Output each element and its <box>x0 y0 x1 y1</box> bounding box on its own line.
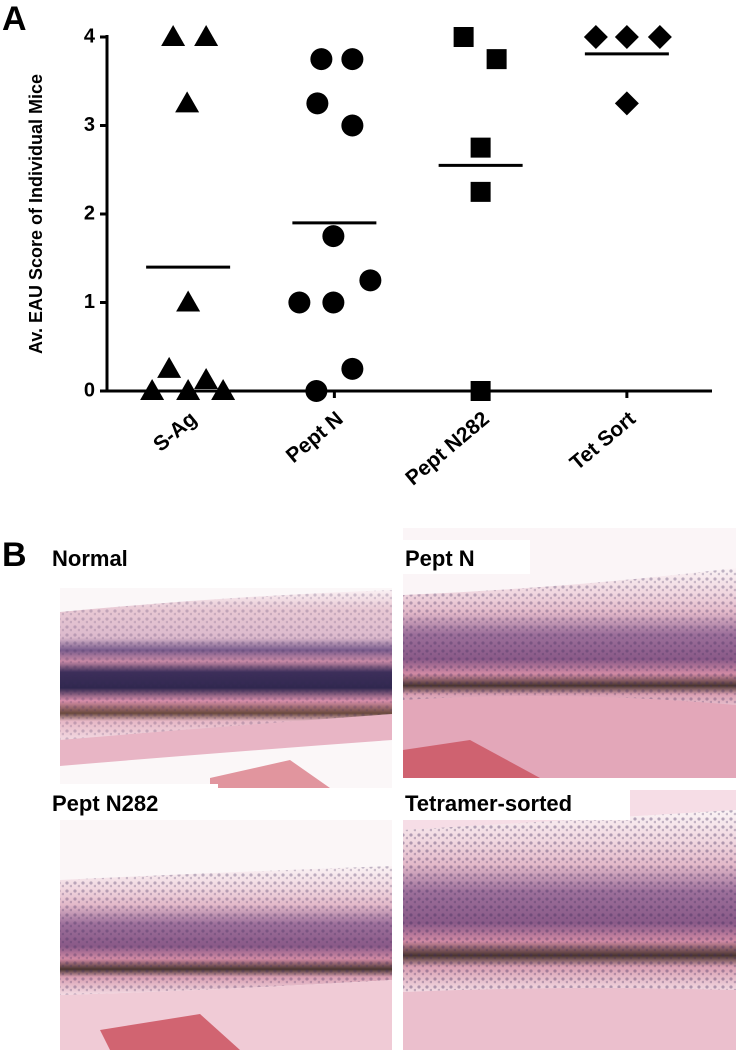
image-label: Pept N <box>405 546 475 571</box>
data-point <box>175 91 200 113</box>
data-point <box>486 49 507 70</box>
data-point <box>194 25 219 46</box>
data-point <box>310 48 333 71</box>
data-point <box>341 357 364 380</box>
plot-area: 0 1 2 3 4 S-Ag Pept N Pept N282 Tet Sort <box>84 25 712 490</box>
y-tick-label: 0 <box>84 379 95 401</box>
x-tick-label: Tet Sort <box>566 407 640 475</box>
data-point <box>161 25 186 46</box>
data-point <box>470 381 491 401</box>
data-point <box>614 91 639 116</box>
data-point <box>306 92 329 115</box>
data-point <box>583 25 608 49</box>
data-point <box>288 291 311 314</box>
data-point <box>305 380 328 402</box>
panel-label: B <box>2 536 27 574</box>
data-point <box>211 379 236 400</box>
x-tick-label: S-Ag <box>149 407 201 456</box>
y-axis-label: Av. EAU Score of Individual Mice <box>26 74 46 354</box>
histology-image <box>60 588 392 788</box>
data-point <box>176 290 201 312</box>
data-point <box>322 291 345 314</box>
data-point <box>194 367 219 389</box>
data-point <box>176 379 201 400</box>
data-point <box>359 269 382 292</box>
data-point <box>647 25 672 49</box>
x-tick-label: Pept N282 <box>401 407 494 490</box>
data-point <box>470 181 491 202</box>
histology-image <box>403 790 736 1050</box>
y-tick-label: 4 <box>84 25 96 47</box>
y-tick-label: 1 <box>84 291 95 313</box>
data-point <box>470 137 491 158</box>
data-point <box>341 48 364 71</box>
histology-image <box>60 820 392 1050</box>
data-point <box>140 379 165 400</box>
data-point <box>157 356 182 378</box>
image-label: Normal <box>52 546 128 571</box>
y-tick-label: 2 <box>84 202 95 224</box>
data-point <box>614 25 639 49</box>
data-point <box>453 27 474 47</box>
data-point <box>341 114 364 137</box>
histology-image <box>403 528 736 778</box>
data-point <box>322 225 345 248</box>
panel-label: A <box>2 0 27 38</box>
image-label: Pept N282 <box>52 791 158 816</box>
image-label: Tetramer-sorted <box>405 791 572 816</box>
y-tick-label: 3 <box>84 114 95 136</box>
x-tick-label: Pept N <box>282 407 348 467</box>
